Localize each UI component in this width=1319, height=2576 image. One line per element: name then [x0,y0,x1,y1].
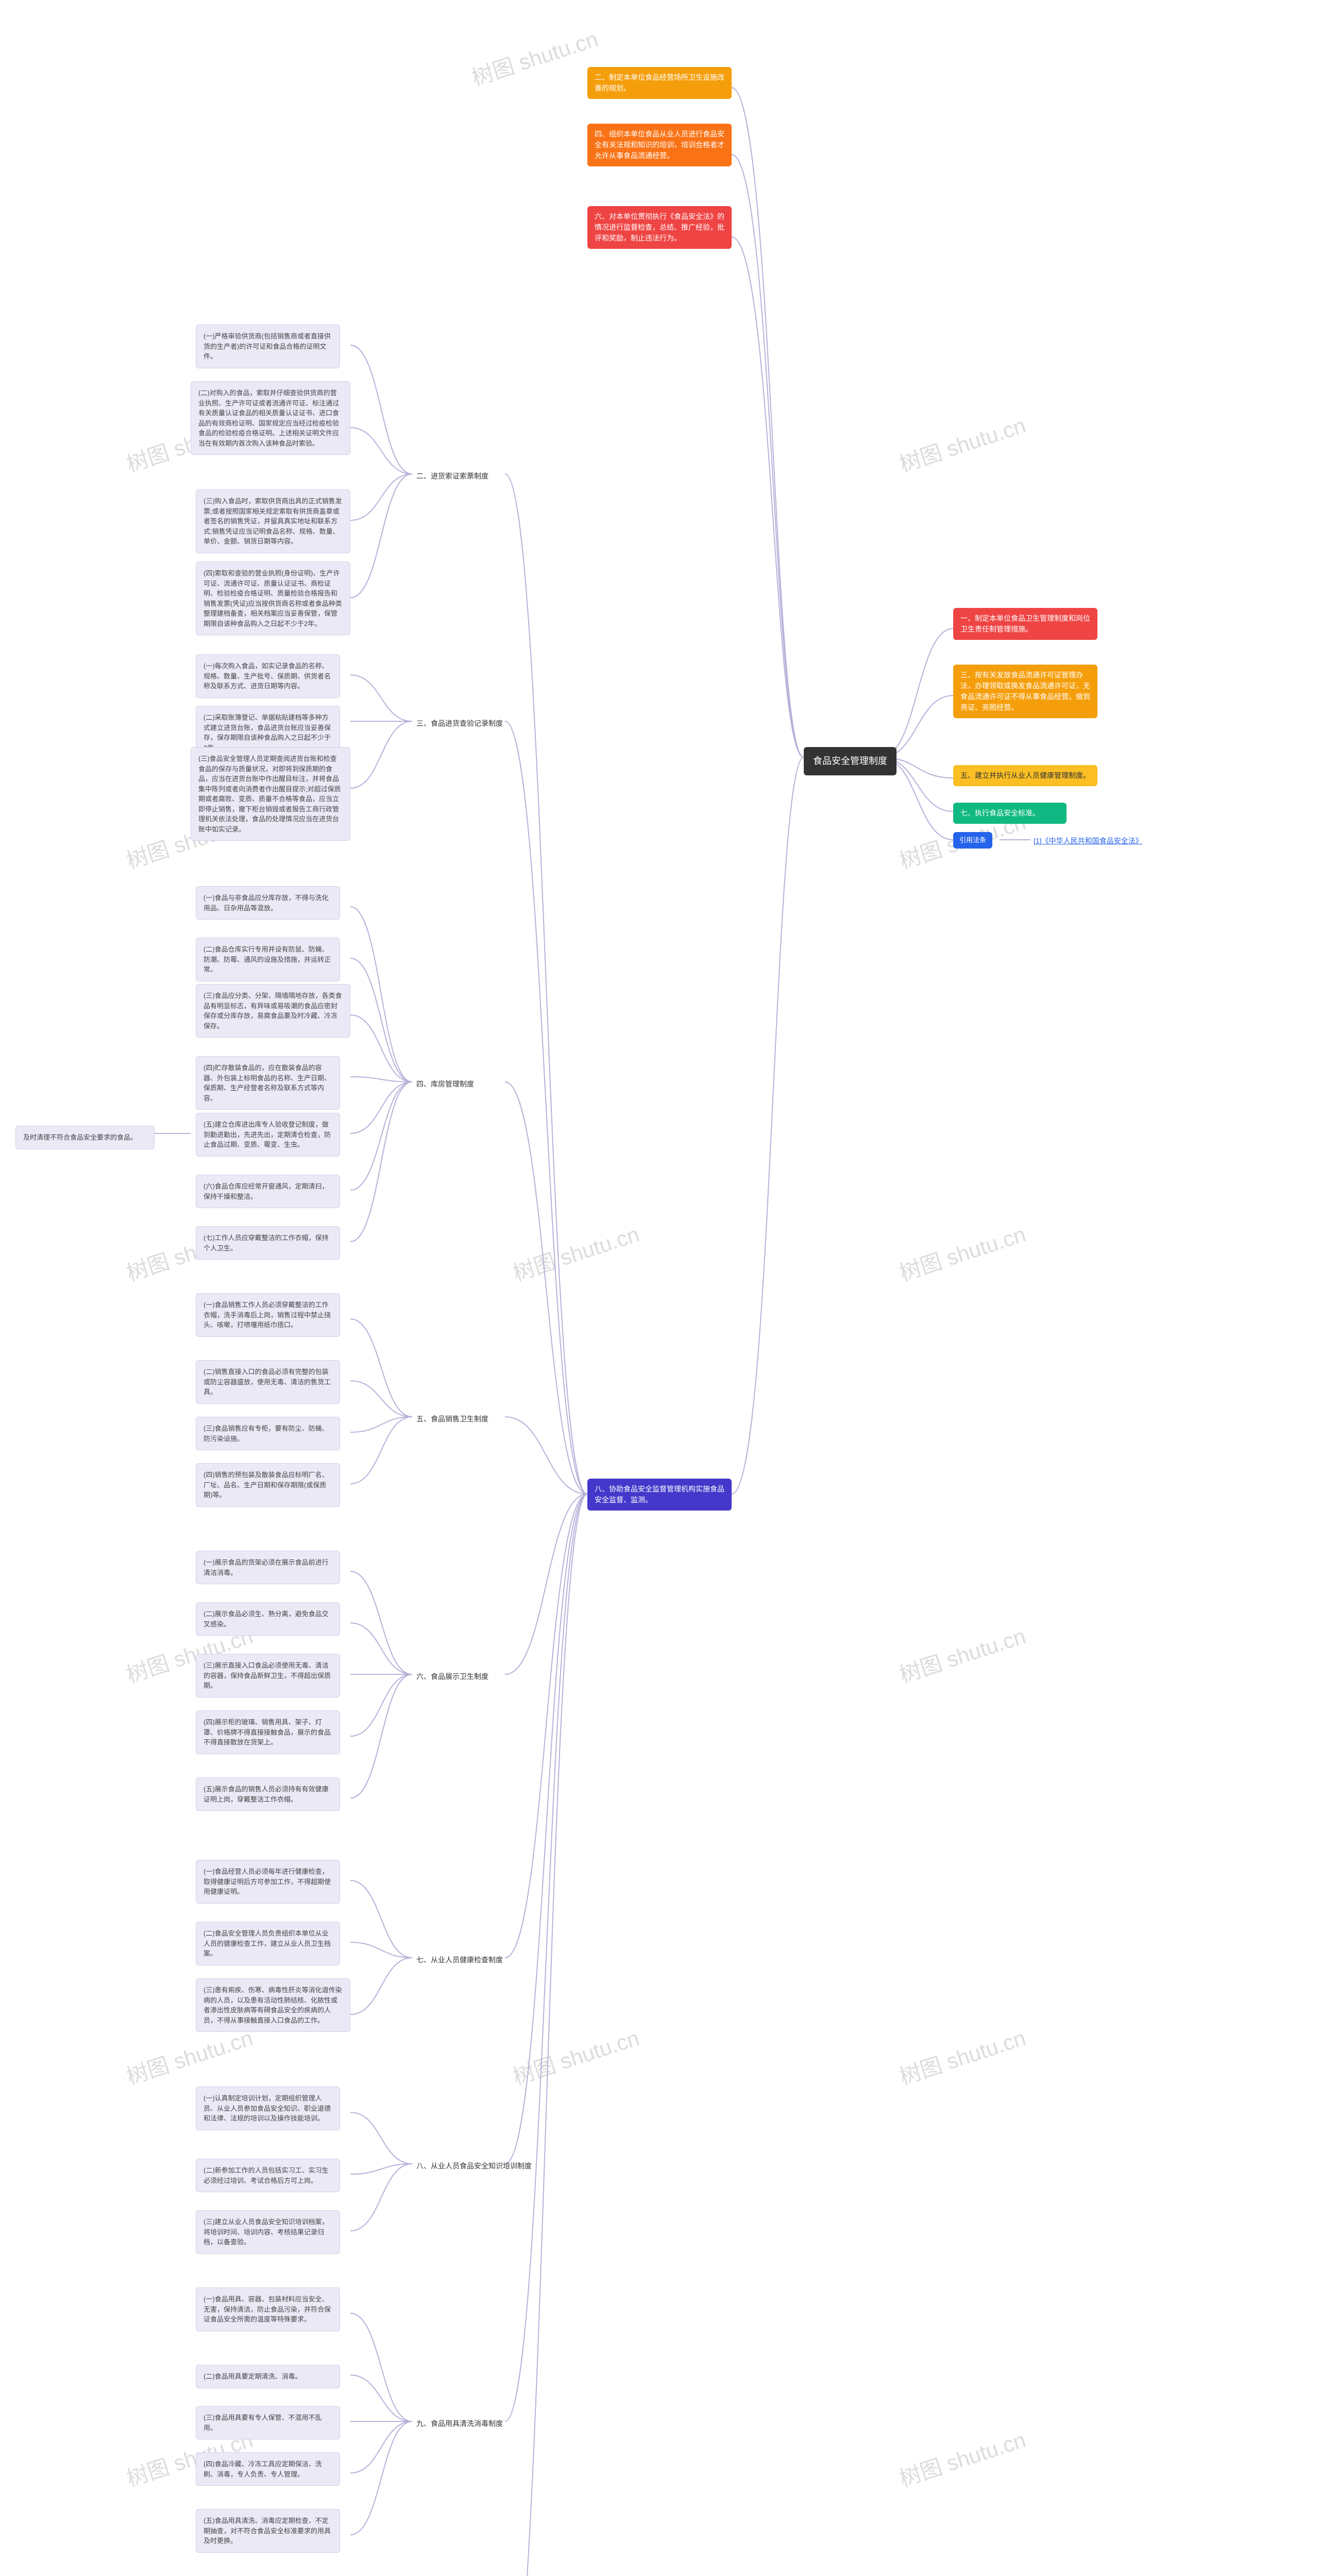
leaf-s4-3[interactable]: (三)食品应分类、分架、隔墙隔地存放，各类食品有明显标志，有异味或易吸潮的食品应… [196,984,350,1038]
watermark: 树图 shutu.cn [509,1217,643,1287]
leaf-s7-3[interactable]: (三)患有痢疾、伤寒、病毒性肝炎等消化道传染病的人员，以及患有活动性肺结核、化脓… [196,1978,350,2032]
leaf-s7-1[interactable]: (一)食品经营人员必须每年进行健康检查，取得健康证明后方可参加工作，不得超期使用… [196,1860,340,1904]
leaf-s3-3[interactable]: (三)食品安全管理人员定期查阅进货台账和检查食品的保存与质量状况，对即将到保质期… [191,747,350,841]
leaf-s8-1[interactable]: (一)认真制定培训计划，定期组织管理人员、从业人员参加食品安全知识、职业道德和法… [196,2087,340,2130]
leaf-s6-4[interactable]: (四)展示柜的玻璃、销售用具、架子、灯罩、价格牌不得直接接触食品，展示的食品不得… [196,1710,340,1754]
leaf-s6-2[interactable]: (二)展示食品必须生、熟分离，避免食品交叉感染。 [196,1602,340,1636]
right-item-3[interactable]: 三、按有关发放食品流通许可证管理办法，办理领取或换发食品流通许可证，无食品流通许… [953,665,1097,718]
right-item-1[interactable]: 一、制定本单位食品卫生管理制度和岗位卫生责任制管理措施。 [953,608,1097,640]
section-title-4[interactable]: 四、库房管理制度 [412,1076,478,1093]
section-title-9[interactable]: 九、食品用具清洗消毒制度 [412,2415,507,2432]
leaf-s2-2[interactable]: (二)对购入的食品，索取并仔细查验供货商的营业执照、生产许可证或者流通许可证、标… [191,381,350,455]
watermark: 树图 shutu.cn [467,22,602,92]
leaf-s4-7[interactable]: (七)工作人员应穿戴整洁的工作衣帽，保持个人卫生。 [196,1226,340,1260]
leaf-s6-3[interactable]: (三)展示直接入口食品必须使用无毒、清洁的容器，保持食品新鲜卫生，不得超出保质期… [196,1654,340,1698]
leaf-s4-4[interactable]: (四)贮存散装食品的，应在散装食品的容器、外包装上标明食品的名称、生产日期、保质… [196,1056,340,1110]
leaf-s5-3[interactable]: (三)食品销售应有专柜，要有防尘、防蝇、防污染设施。 [196,1417,340,1450]
section-title-7[interactable]: 七、从业人员健康检查制度 [412,1952,507,1969]
leaf-s5-4[interactable]: (四)销售的预包装及散装食品应标明厂名、厂址、品名、生产日期和保存期限(或保质期… [196,1463,340,1507]
leaf-s4-1[interactable]: (一)食品与非食品应分库存放，不得与洗化用品、日杂用品等混放。 [196,886,340,920]
top-item-2[interactable]: 二、制定本单位食品经营场所卫生设施改善的规划。 [587,67,732,99]
leaf-s2-4[interactable]: (四)索取和查验的营业执照(身份证明)、生产许可证、流通许可证、质量认证证书、商… [196,562,350,635]
leaf-s8-2[interactable]: (二)新参加工作的人员包括实习工、实习生必须经过培训、考试合格后方可上岗。 [196,2159,340,2192]
top-item-4[interactable]: 四、组织本单位食品从业人员进行食品安全有关法规和知识的培训，培训合格者才允许从事… [587,124,732,166]
leaf-s9-2[interactable]: (二)食品用具要定期清洗、消毒。 [196,2365,340,2388]
section-title-6[interactable]: 六、食品展示卫生制度 [412,1668,493,1685]
section-title-8[interactable]: 八、从业人员食品安全知识培训制度 [412,2158,536,2175]
reference-label[interactable]: 引用法条 [953,832,992,849]
reference-link[interactable]: [1]《中华人民共和国食品安全法》 [1030,834,1146,849]
section-title-5[interactable]: 五、食品销售卫生制度 [412,1411,493,1428]
leaf-s5-2[interactable]: (二)销售直接入口的食品必须有完整的包装或防尘容器盛放，使用无毒、清洁的售货工具… [196,1360,340,1404]
section-title-2[interactable]: 二、进货索证索票制度 [412,468,493,485]
section-8-hub[interactable]: 八、协助食品安全监督管理机构实施食品安全监督、监测。 [587,1479,732,1511]
leaf-s7-2[interactable]: (二)食品安全管理人员负责组织本单位从业人员的健康检查工作，建立从业人员卫生档案… [196,1922,340,1965]
leaf-s6-5[interactable]: (五)展示食品的销售人员必须持有有效健康证明上岗，穿戴整洁工作衣帽。 [196,1777,340,1811]
watermark: 树图 shutu.cn [895,2021,1029,2091]
section-title-3[interactable]: 三、食品进货查验记录制度 [412,715,507,732]
leaf-s4-6[interactable]: (六)食品仓库应经常开窗通风，定期清扫，保持干燥和整洁。 [196,1175,340,1208]
leaf-s3-1[interactable]: (一)每次购入食品，如实记录食品的名称、规格、数量、生产批号、保质期、供货者名称… [196,654,340,698]
leaf-s9-1[interactable]: (一)食品用具、容器、包装材料应当安全、无害，保持清洁，防止食品污染，并符合保证… [196,2287,340,2331]
watermark: 树图 shutu.cn [895,1619,1029,1689]
right-item-5[interactable]: 五、建立并执行从业人员健康管理制度。 [953,765,1097,786]
leaf-s8-3[interactable]: (三)建立从业人员食品安全知识培训档案，将培训时间、培训内容、考核结果记录归档，… [196,2210,340,2254]
leaf-s9-4[interactable]: (四)食品冷藏、冷冻工具应定期保洁、洗刷、消毒，专人负责、专人管理。 [196,2452,340,2486]
watermark: 树图 shutu.cn [509,2021,643,2091]
leaf-s9-3[interactable]: (三)食品用具要有专人保管、不混用不乱用。 [196,2406,340,2439]
watermark: 树图 shutu.cn [895,2422,1029,2493]
watermark: 树图 shutu.cn [895,1217,1029,1287]
right-item-7[interactable]: 七、执行食品安全标准。 [953,803,1067,824]
leaf-s2-3[interactable]: (三)购入食品时，索取供货商出具的正式销售发票;或者按照国家相关规定索取有供货商… [196,489,350,553]
watermark: 树图 shutu.cn [895,408,1029,479]
leaf-s2-1[interactable]: (一)严格审验供货商(包括销售商或者直接供货的生产者)的许可证和食品合格的证明文… [196,325,340,368]
leaf-s4-5-tail[interactable]: 及时清理不符合食品安全要求的食品。 [15,1126,155,1149]
leaf-s5-1[interactable]: (一)食品销售工作人员必须穿戴整洁的工作衣帽，洗手消毒后上岗，销售过程中禁止挠头… [196,1293,340,1337]
top-item-6[interactable]: 六、对本单位贯彻执行《食品安全法》的情况进行监督检查，总结、推广经验，批评和奖励… [587,206,732,249]
leaf-s4-5[interactable]: (五)建立仓库进出库专人验收登记制度，做到勤进勤出，先进先出，定期清仓检查，防止… [196,1113,340,1157]
leaf-s9-5[interactable]: (五)食品用具清洗、消毒应定期检查、不定期抽查，对不符合食品安全标准要求的用具及… [196,2509,340,2553]
leaf-s6-1[interactable]: (一)展示食品的货架必须在展示食品前进行清洁消毒。 [196,1551,340,1584]
leaf-s4-2[interactable]: (二)食品仓库实行专用并设有防鼠、防蝇、防潮、防霉、通风的设施及措施，并运转正常… [196,938,340,981]
root-node[interactable]: 食品安全管理制度 [804,747,897,775]
